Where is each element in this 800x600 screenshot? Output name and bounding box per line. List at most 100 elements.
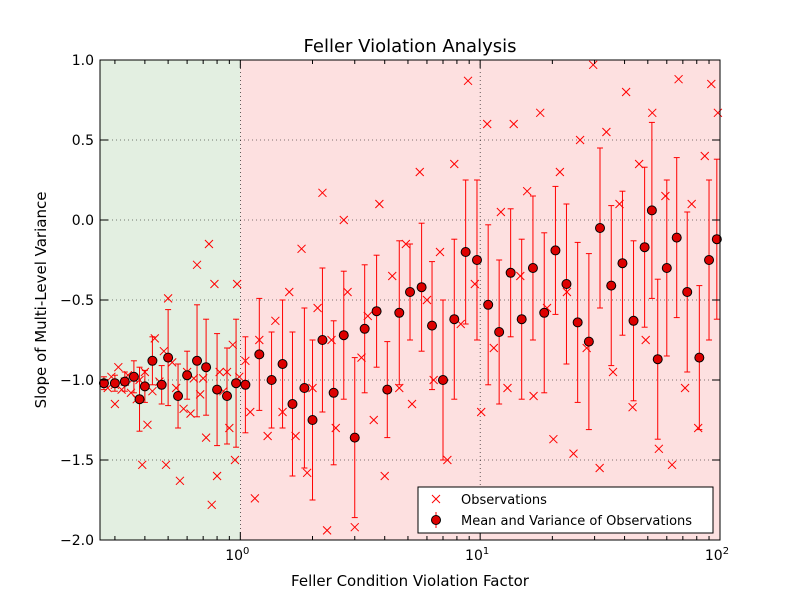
observation-point: [222, 367, 232, 377]
mean-point: [359, 323, 370, 334]
observation-point: [297, 244, 306, 254]
observation-point: [628, 402, 637, 412]
observation-point: [595, 463, 605, 473]
observation-point: [435, 247, 445, 257]
observation-point: [308, 383, 317, 393]
observation-point: [150, 334, 160, 343]
mean-point: [277, 359, 288, 369]
legend-box: [417, 486, 714, 534]
mean-point: [561, 279, 572, 289]
legend-mean-marker: [431, 512, 441, 528]
mean-point: [516, 314, 527, 325]
observation-point: [562, 287, 572, 297]
observation-point: [284, 287, 294, 297]
mean-point: [317, 335, 328, 345]
observation-point: [569, 449, 578, 458]
observation-point: [192, 260, 202, 270]
observation-point: [535, 108, 545, 118]
observation-point: [515, 271, 525, 281]
mean-point: [394, 307, 405, 318]
axis-ticks: [100, 59, 721, 541]
observation-point: [179, 404, 188, 414]
observation-point: [387, 271, 397, 281]
mean-point: [449, 314, 460, 325]
mean-point: [494, 327, 505, 337]
observation-point: [588, 60, 598, 70]
mean-point: [201, 362, 212, 373]
mean-point: [349, 432, 360, 443]
observation-point: [278, 407, 287, 417]
observation-point: [171, 383, 181, 393]
observation-point: [228, 340, 238, 350]
mean-point: [371, 306, 382, 317]
mean-point: [711, 234, 722, 245]
observation-point: [263, 431, 272, 441]
mean-point: [109, 378, 120, 389]
observation-point: [503, 383, 512, 393]
x-tick-label: 101: [465, 546, 489, 564]
mean-point: [694, 352, 705, 363]
observation-point: [647, 108, 657, 118]
observation-point: [575, 135, 585, 145]
mean-point: [416, 282, 427, 293]
y-tick-label: −1.0: [60, 373, 94, 389]
observation-point: [291, 431, 300, 441]
chart-title: Feller Violation Analysis: [304, 36, 517, 57]
mean-point: [505, 267, 516, 278]
mean-point: [527, 263, 538, 273]
observation-point: [693, 423, 703, 433]
mean-point: [212, 384, 223, 395]
observation-point: [327, 335, 336, 345]
observation-point: [350, 522, 360, 532]
mean-point: [139, 381, 150, 392]
observation-point: [343, 287, 352, 297]
observation-point: [207, 500, 217, 510]
y-tick-label: −1.5: [60, 453, 94, 469]
mean-point: [682, 287, 693, 297]
observation-point: [148, 386, 157, 396]
observation-point: [375, 199, 384, 209]
observation-point: [422, 295, 432, 305]
observation-point: [195, 390, 205, 399]
legend-mean-label: Mean and Variance of Observations: [461, 514, 692, 529]
observation-point: [241, 356, 250, 366]
mean-point: [254, 349, 265, 360]
mean-point: [98, 378, 109, 389]
observation-point: [363, 311, 373, 321]
mean-point: [134, 394, 145, 405]
legend: Observations Mean and Variance of Observ…: [417, 486, 714, 534]
mean-point: [156, 379, 167, 390]
observation-point: [602, 127, 611, 137]
mean-point: [338, 330, 349, 341]
mean-point: [606, 280, 617, 291]
observation-point: [113, 362, 123, 372]
observation-point: [245, 407, 255, 417]
observation-point: [443, 455, 452, 465]
observation-point: [204, 239, 214, 249]
observation-point: [369, 415, 379, 425]
observation-point: [700, 151, 710, 161]
mean-point: [646, 205, 657, 216]
mean-point: [147, 355, 158, 366]
x-axis-label: Feller Condition Violation Factor: [291, 572, 530, 590]
observation-point: [496, 207, 506, 217]
mean-point: [128, 371, 139, 382]
observation-point: [271, 316, 280, 326]
observation-point: [254, 335, 264, 345]
observation-point: [522, 186, 532, 196]
mean-point: [231, 378, 242, 389]
mean-point: [307, 415, 318, 425]
mean-point: [382, 384, 393, 395]
mean-markers: [98, 205, 722, 443]
mean-point: [652, 354, 663, 365]
observation-point: [687, 199, 697, 209]
observation-point: [357, 353, 366, 362]
observation-point: [529, 391, 538, 401]
observation-point: [394, 383, 404, 393]
x-tick-label: 102: [705, 546, 729, 564]
observation-point: [661, 191, 670, 201]
observation-point: [302, 468, 312, 478]
mean-point: [192, 355, 203, 366]
observation-point: [210, 279, 219, 289]
